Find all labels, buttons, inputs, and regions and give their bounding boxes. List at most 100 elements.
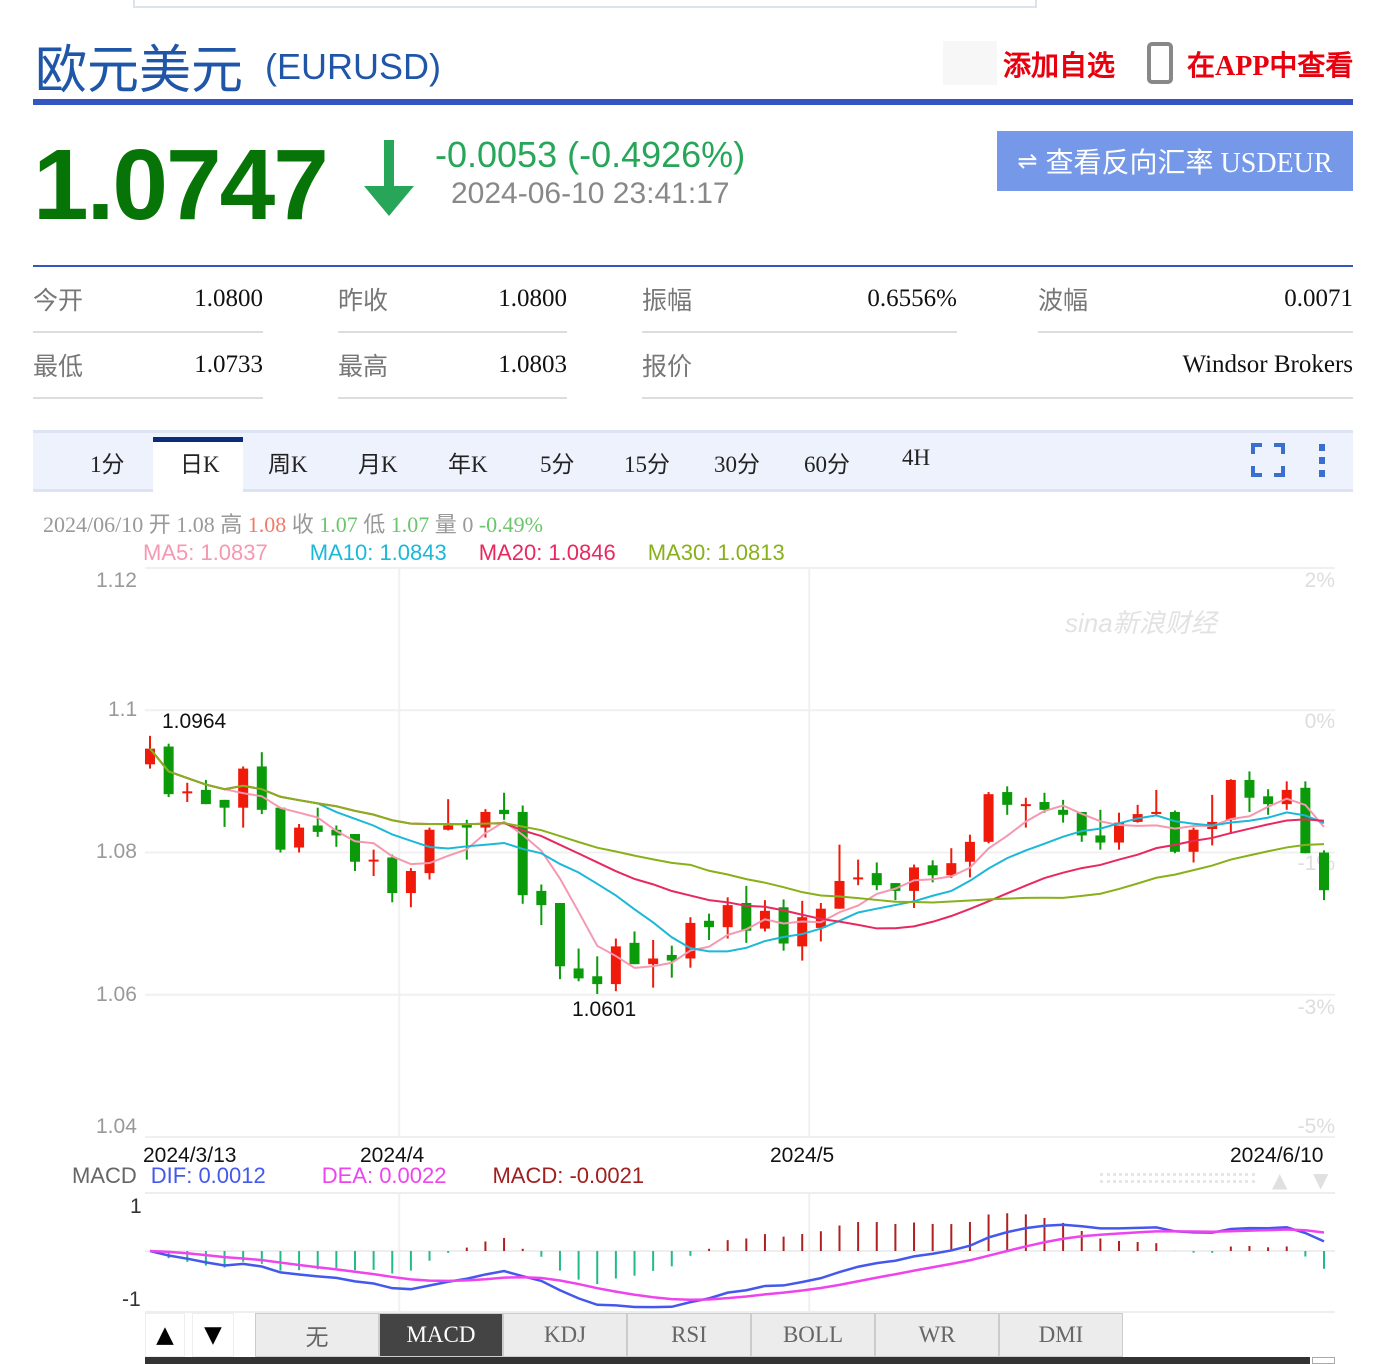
stats-divider [33,265,1353,267]
dea-line [149,1228,1325,1301]
mobile-phone-icon[interactable] [1147,42,1173,84]
stat-high: 最高 1.0803 [338,333,567,399]
stat-open: 今开 1.0800 [33,267,263,333]
info-pct: -0.49% [478,512,543,537]
macd-value-legend: MACD: -0.0021 [492,1163,645,1188]
info-open-label: 开 [148,512,171,537]
reverse-rate-button[interactable]: ⇌ 查看反向汇率 USDEUR [997,131,1353,191]
candle-down [573,968,584,979]
info-date: 2024/06/10 [43,512,144,537]
scroll-up-icon[interactable]: ▲ [1272,1168,1288,1192]
tab-5min[interactable]: 5分 [540,452,575,477]
indicator-tab-boll[interactable]: BOLL [751,1313,875,1357]
stat-label: 最低 [33,354,84,381]
range-scrollbar[interactable] [145,1357,1310,1364]
header-divider [33,99,1353,105]
dea-legend: DEA: 0.0022 [321,1163,447,1188]
period-tabs: 1分 日K 周K 月K 年K 5分 15分 30分 60分 4H [33,430,1353,495]
candle-down [312,825,323,832]
y-tick: 1.04 [96,1115,137,1138]
candle-down [499,809,510,815]
tab-monthly[interactable]: 月K [358,452,398,477]
active-tab-indicator [153,437,243,495]
ma5-legend: MA5: 1.0837 [143,540,268,565]
stat-label: 振幅 [642,288,693,315]
candle-down [331,829,342,836]
info-high: 1.08 [247,512,287,537]
candle-up [648,958,659,965]
pct-tick: 0% [1304,710,1335,733]
info-close-label: 收 [291,512,314,537]
scroll-down-icon[interactable]: ▼ [1313,1168,1329,1192]
x-tick: 2024/6/10 [1230,1144,1324,1167]
indicator-down-button[interactable]: ▼ [192,1313,234,1357]
candle-down [275,807,286,850]
candle-up [1151,811,1162,814]
candle-info-line: 2024/06/10 开 1.08 高 1.08 收 1.07 低 1.07 量… [43,507,543,539]
more-vertical-icon[interactable] [1317,443,1327,477]
candle-up [145,748,155,765]
candle-down [1319,852,1329,891]
stat-low: 最低 1.0733 [33,333,263,399]
candle-down [1244,779,1255,798]
range-scrollbar-handle[interactable] [1312,1357,1335,1364]
ma20-legend: MA20: 1.0846 [478,540,616,565]
indicator-up-button[interactable]: ▲ [145,1313,185,1357]
ma5-line [149,748,1325,969]
macd-y-tick: 1 [130,1195,142,1218]
page-title: 欧元美元 [35,43,244,100]
candle-down [1095,835,1106,843]
candle-up [405,870,416,894]
stat-prev-close: 昨收 1.0800 [338,267,567,333]
tab-1min[interactable]: 1分 [90,452,125,477]
tab-4h[interactable]: 4H [902,445,931,470]
tab-yearly[interactable]: 年K [448,452,488,477]
candle-up [1281,789,1292,805]
candle-up [443,825,454,830]
ma30-legend: MA30: 1.0813 [647,540,785,565]
candle-up [964,841,975,862]
candle-down [256,766,267,810]
ma30-line [149,748,1325,904]
indicator-tab-dmi[interactable]: DMI [999,1313,1123,1357]
tab-15min[interactable]: 15分 [624,452,670,477]
zoom-slider-handle[interactable] [1100,1173,1255,1183]
tab-daily[interactable]: 日K [180,452,220,477]
candle-down [1300,787,1311,854]
dif-line [149,1223,1325,1309]
y-tick: 1.12 [96,569,137,592]
view-in-app-button[interactable]: 在APP中查看 [1187,51,1354,82]
price-change: -0.0053 (-0.4926%) [435,134,746,175]
indicator-tab-none[interactable]: 无 [255,1313,379,1357]
search-box-edge [133,0,1037,8]
macd-y-tick: -1 [122,1288,141,1311]
swap-icon: ⇌ [1017,147,1038,175]
candle-down [741,902,752,931]
indicator-tab-wr[interactable]: WR [875,1313,999,1357]
stat-label: 最高 [338,354,389,381]
candle-up [853,877,864,880]
quote-time: 2024-06-10 23:41:17 [451,177,730,210]
candle-down [666,954,677,961]
indicator-tab-kdj[interactable]: KDJ [503,1313,627,1357]
indicator-tab-macd[interactable]: MACD [379,1313,503,1357]
add-watchlist-button[interactable]: 添加自选 [1003,51,1116,82]
stat-value: 1.0800 [194,285,263,312]
candle-down [1058,809,1069,815]
pct-tick: -5% [1297,1115,1335,1138]
info-low: 1.07 [390,512,430,537]
candle-up [1020,804,1031,807]
candle-down [1169,811,1180,852]
candle-up [983,794,994,842]
info-close: 1.07 [319,512,358,537]
macd-legend: MACD DIF: 0.0012 DEA: 0.0022 MACD: -0.0021 [72,1163,644,1189]
indicator-tab-rsi[interactable]: RSI [627,1313,751,1357]
stat-amplitude: 振幅 0.6556% [642,267,957,333]
tab-30min[interactable]: 30分 [714,452,760,477]
reverse-rate-label: 查看反向汇率 USDEUR [1045,148,1333,179]
tab-60min[interactable]: 60分 [804,452,850,477]
candle-down [890,883,901,891]
tab-weekly[interactable]: 周K [268,452,308,477]
fullscreen-icon[interactable] [1251,443,1285,477]
y-tick: 1.1 [108,698,138,721]
